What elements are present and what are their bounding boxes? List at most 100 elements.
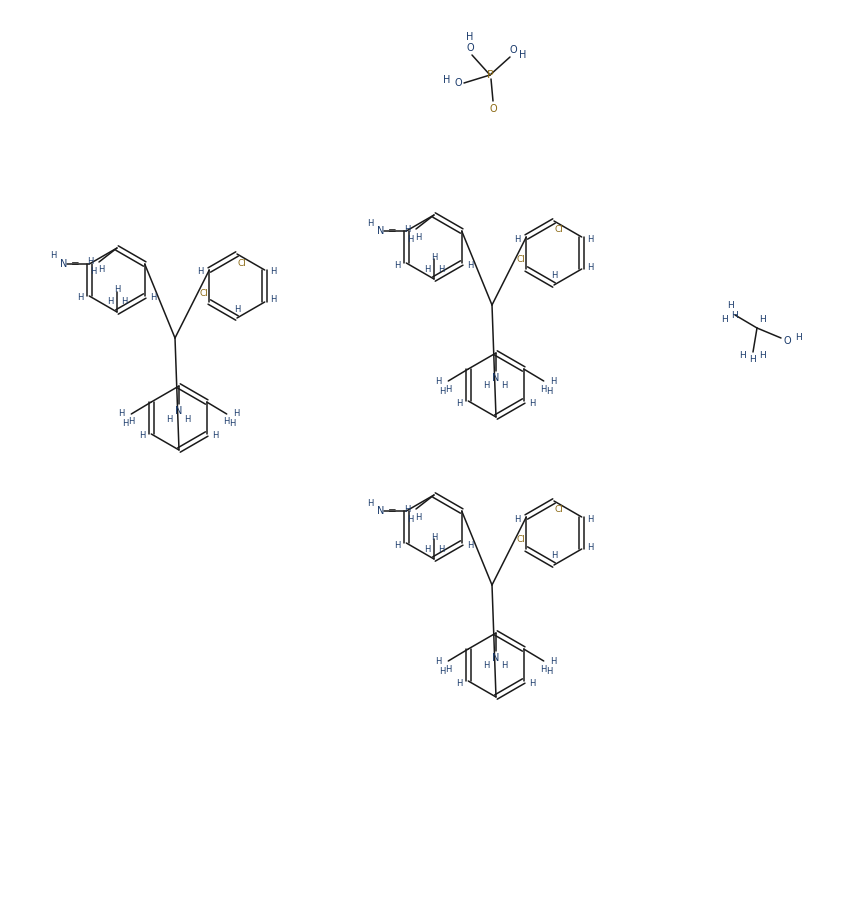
Text: H: H — [436, 656, 442, 665]
Text: H: H — [438, 544, 444, 554]
Text: H: H — [139, 431, 145, 440]
Text: H: H — [466, 32, 473, 42]
Text: H: H — [540, 664, 547, 673]
Text: Cl: Cl — [238, 258, 247, 267]
Text: =: = — [388, 226, 397, 236]
Text: N: N — [376, 226, 384, 236]
Text: H: H — [588, 263, 594, 272]
Text: H: H — [367, 219, 374, 228]
Text: H: H — [501, 382, 507, 391]
Text: H: H — [404, 505, 411, 514]
Text: =: = — [71, 259, 80, 269]
Text: H: H — [107, 298, 113, 307]
Text: O: O — [509, 45, 517, 55]
Text: H: H — [728, 302, 734, 310]
Text: Cl: Cl — [555, 226, 564, 235]
Text: =: = — [388, 506, 397, 516]
Text: N: N — [59, 259, 67, 269]
Text: H: H — [77, 293, 83, 302]
Text: H: H — [514, 235, 521, 244]
Text: H: H — [407, 515, 413, 524]
Text: H: H — [551, 272, 557, 281]
Text: H: H — [394, 260, 400, 269]
Text: H: H — [483, 662, 489, 670]
Text: H: H — [271, 267, 277, 276]
Text: H: H — [529, 399, 536, 408]
Text: H: H — [514, 515, 521, 524]
Text: H: H — [456, 399, 462, 408]
Text: Cl: Cl — [517, 536, 526, 544]
Text: H: H — [443, 75, 451, 85]
Text: Cl: Cl — [200, 289, 209, 298]
Text: H: H — [113, 285, 120, 294]
Text: H: H — [121, 298, 127, 307]
Text: N: N — [376, 506, 384, 516]
Text: H: H — [758, 314, 765, 323]
Text: N: N — [492, 373, 500, 383]
Text: P: P — [487, 70, 493, 80]
Text: H: H — [50, 251, 57, 260]
Text: O: O — [466, 43, 474, 53]
Text: H: H — [445, 664, 452, 673]
Text: Cl: Cl — [555, 506, 564, 515]
Text: H: H — [122, 419, 129, 428]
Text: H: H — [722, 316, 728, 325]
Text: N: N — [492, 653, 500, 663]
Text: H: H — [551, 656, 557, 665]
Text: H: H — [415, 232, 421, 241]
Text: H: H — [501, 662, 507, 670]
Text: H: H — [118, 410, 125, 418]
Text: H: H — [128, 418, 135, 427]
Text: H: H — [423, 544, 430, 554]
Text: H: H — [546, 386, 553, 395]
Text: H: H — [436, 376, 442, 385]
Text: H: H — [759, 352, 766, 361]
Text: H: H — [197, 267, 204, 276]
Text: H: H — [423, 265, 430, 274]
Text: O: O — [783, 336, 791, 346]
Text: H: H — [551, 552, 557, 561]
Text: H: H — [431, 253, 437, 262]
Text: H: H — [795, 332, 802, 341]
Text: H: H — [438, 265, 444, 274]
Text: H: H — [529, 679, 536, 688]
Text: H: H — [184, 415, 190, 424]
Text: H: H — [588, 543, 594, 552]
Text: H: H — [588, 235, 594, 244]
Text: N: N — [175, 406, 183, 416]
Text: H: H — [90, 267, 96, 276]
Text: H: H — [229, 419, 236, 428]
Text: H: H — [732, 310, 739, 320]
Text: H: H — [750, 356, 757, 364]
Text: H: H — [87, 257, 93, 266]
Text: H: H — [467, 541, 474, 550]
Text: H: H — [271, 295, 277, 304]
Text: H: H — [407, 235, 413, 244]
Text: H: H — [439, 667, 446, 676]
Text: O: O — [489, 104, 497, 114]
Text: H: H — [520, 50, 527, 60]
Text: H: H — [439, 386, 446, 395]
Text: H: H — [234, 410, 240, 418]
Text: H: H — [740, 352, 746, 361]
Text: H: H — [404, 224, 411, 233]
Text: H: H — [551, 376, 557, 385]
Text: O: O — [454, 78, 462, 88]
Text: H: H — [456, 679, 462, 688]
Text: H: H — [367, 499, 374, 508]
Text: H: H — [467, 260, 474, 269]
Text: H: H — [431, 533, 437, 542]
Text: H: H — [540, 384, 547, 393]
Text: H: H — [394, 541, 400, 550]
Text: H: H — [98, 266, 104, 274]
Text: H: H — [150, 293, 157, 302]
Text: H: H — [445, 384, 452, 393]
Text: H: H — [546, 667, 553, 676]
Text: H: H — [223, 418, 230, 427]
Text: H: H — [415, 512, 421, 521]
Text: Cl: Cl — [517, 256, 526, 265]
Text: H: H — [483, 382, 489, 391]
Text: H: H — [588, 515, 594, 524]
Text: H: H — [166, 415, 172, 424]
Text: H: H — [212, 431, 219, 440]
